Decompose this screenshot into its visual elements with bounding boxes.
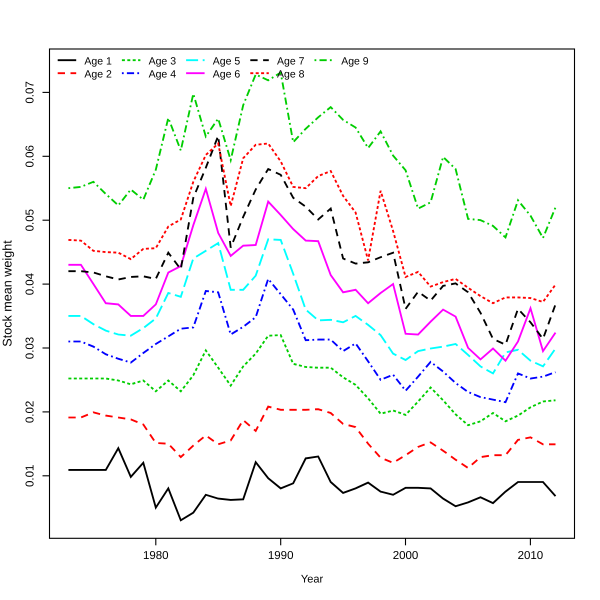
svg-text:Stock mean weight: Stock mean weight <box>1 240 15 347</box>
svg-text:Age 3: Age 3 <box>149 56 177 68</box>
svg-text:Age 4: Age 4 <box>149 69 177 81</box>
svg-text:0.07: 0.07 <box>25 81 37 103</box>
svg-text:0.01: 0.01 <box>25 465 37 487</box>
svg-text:0.04: 0.04 <box>25 272 37 295</box>
svg-text:Age 1: Age 1 <box>84 56 112 68</box>
svg-text:Age 9: Age 9 <box>341 56 369 68</box>
svg-text:Age 5: Age 5 <box>213 56 241 68</box>
svg-text:1990: 1990 <box>268 550 294 562</box>
svg-text:0.03: 0.03 <box>25 337 37 359</box>
svg-text:0.02: 0.02 <box>25 401 37 423</box>
svg-text:Year: Year <box>301 574 324 586</box>
svg-text:2010: 2010 <box>518 550 544 562</box>
svg-text:Age 8: Age 8 <box>277 69 305 81</box>
svg-text:0.06: 0.06 <box>25 145 37 167</box>
svg-text:Age 2: Age 2 <box>84 69 112 81</box>
svg-text:0.05: 0.05 <box>25 209 37 231</box>
svg-text:1980: 1980 <box>143 550 169 562</box>
svg-text:Age 7: Age 7 <box>277 56 305 68</box>
svg-text:2000: 2000 <box>393 550 419 562</box>
svg-text:Age 6: Age 6 <box>213 69 241 81</box>
